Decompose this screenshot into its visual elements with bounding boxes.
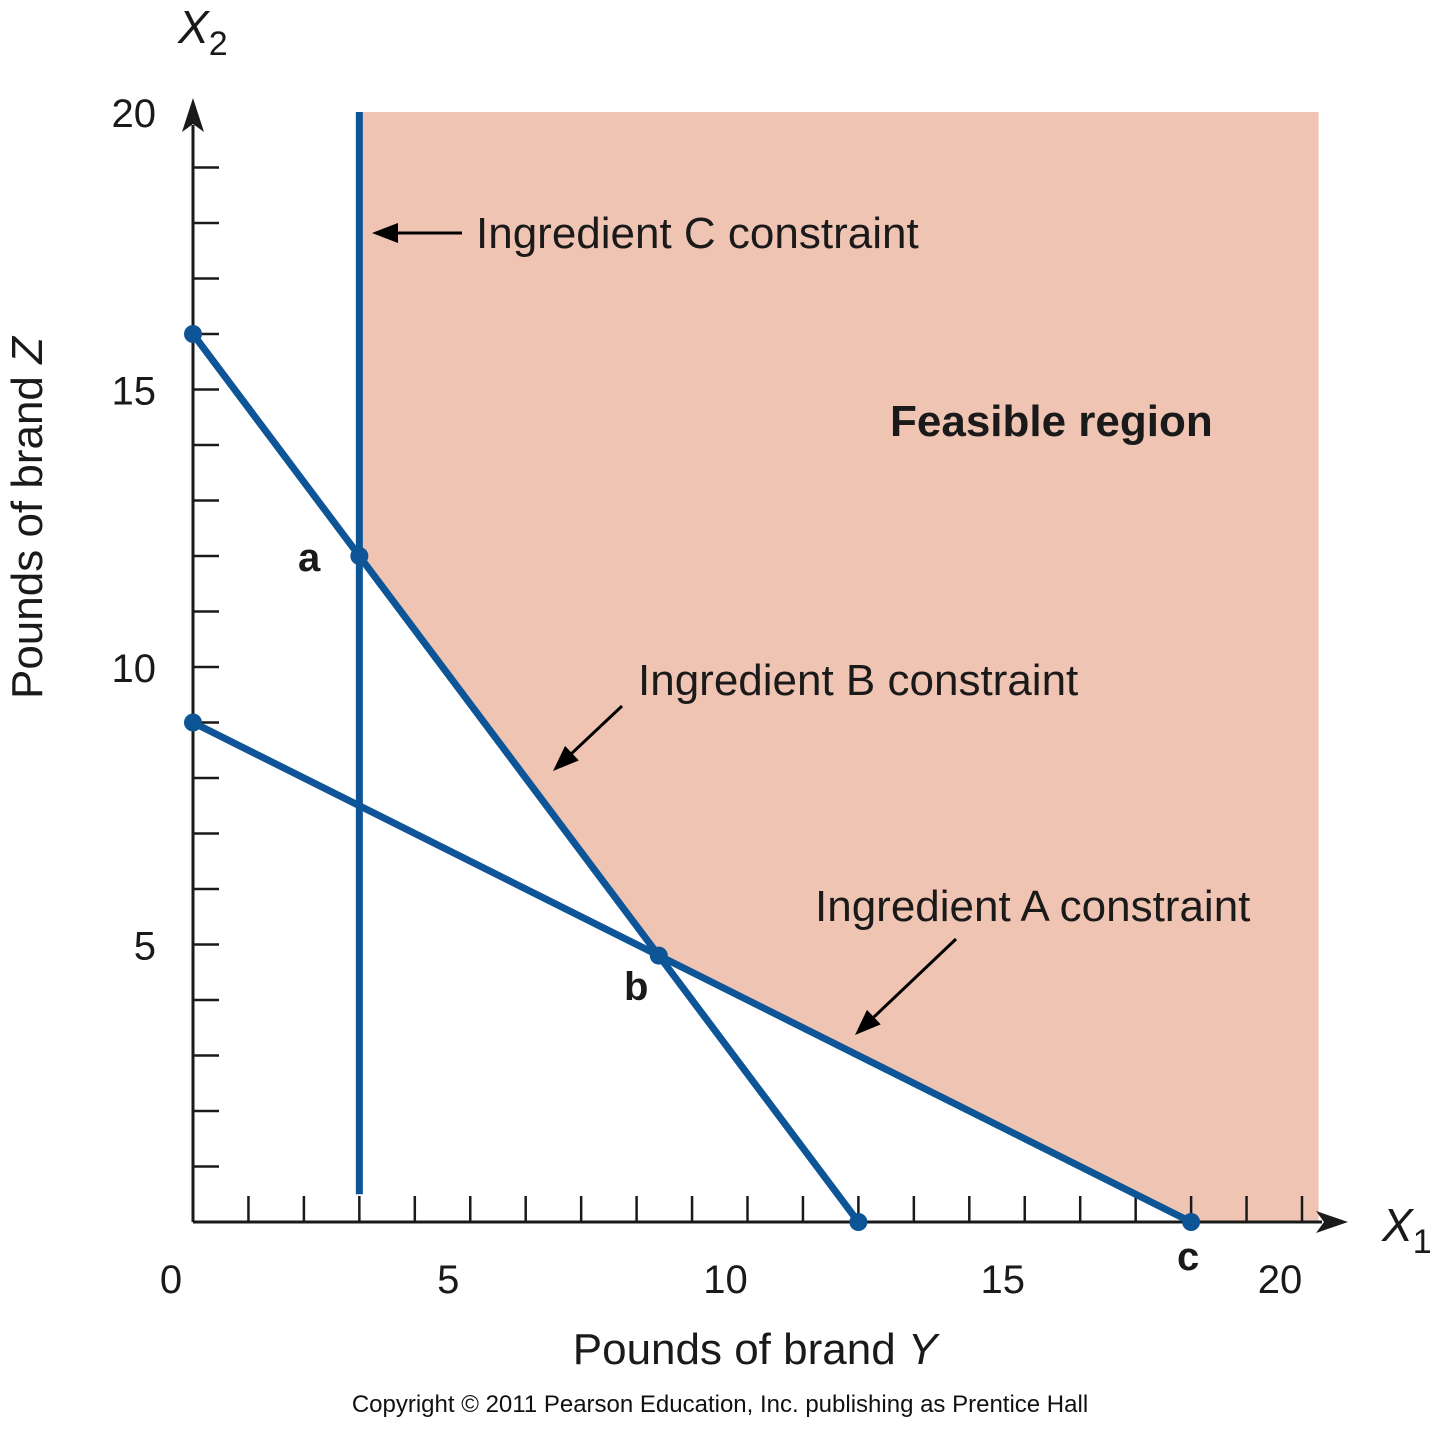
endpoint-marker	[184, 713, 202, 732]
y-tick-label: 15	[112, 370, 157, 414]
feasible-region-label: Feasible region	[890, 397, 1213, 446]
corner-point-c	[1182, 1213, 1201, 1231]
feasible-region-area	[359, 112, 1319, 1222]
y-axis-title: Pounds of brand Z	[3, 335, 52, 699]
x-axis-variable: X1	[1381, 1199, 1432, 1261]
point-label-a: a	[298, 536, 321, 580]
constraint-lines	[190, 112, 1193, 1226]
x-tick-label: 20	[1258, 1258, 1303, 1302]
ingredient-a-constraint-line	[191, 719, 1193, 1226]
x-axis-arrowhead	[1316, 1211, 1348, 1233]
corner-point-b	[649, 946, 668, 965]
ingredient-b-constraint-line	[190, 331, 862, 1225]
endpoint-marker	[184, 325, 202, 343]
axis-ticks: 0 5 10 15 20 5 10 15 20	[112, 92, 1304, 1302]
y-axis-arrowhead	[182, 98, 204, 132]
x-tick-label: 15	[981, 1258, 1026, 1302]
ingredient-a-arrow-head	[855, 1009, 881, 1035]
ingredient-c-arrow-head	[372, 223, 398, 243]
endpoint-marker	[849, 1213, 868, 1231]
y-tick-label: 10	[112, 647, 157, 691]
ingredient-a-label: Ingredient A constraint	[815, 882, 1250, 931]
ingredient-a-arrow-shaft	[872, 937, 958, 1019]
copyright-notice: Copyright © 2011 Pearson Education, Inc.…	[352, 1391, 1088, 1418]
x-tick-label: 10	[703, 1258, 748, 1302]
point-label-b: b	[624, 965, 648, 1009]
x-axis-title: Pounds of brand Y	[573, 1325, 940, 1374]
ingredient-b-arrow-shaft	[570, 704, 624, 755]
corner-point-a	[350, 547, 369, 565]
ingredient-c-label: Ingredient C constraint	[476, 209, 919, 258]
ingredient-b-arrow-head	[553, 745, 579, 771]
x-tick-label: 0	[160, 1258, 182, 1302]
point-label-c: c	[1177, 1235, 1199, 1279]
corner-points	[184, 325, 1201, 1231]
ingredient-b-label: Ingredient B constraint	[638, 656, 1078, 705]
axes	[182, 98, 1348, 1233]
annotation-arrows	[372, 223, 958, 1035]
y-tick-label: 5	[134, 925, 156, 969]
y-tick-label: 20	[112, 92, 157, 136]
y-axis-variable: X2	[177, 1, 228, 63]
x-tick-label: 5	[437, 1258, 459, 1302]
